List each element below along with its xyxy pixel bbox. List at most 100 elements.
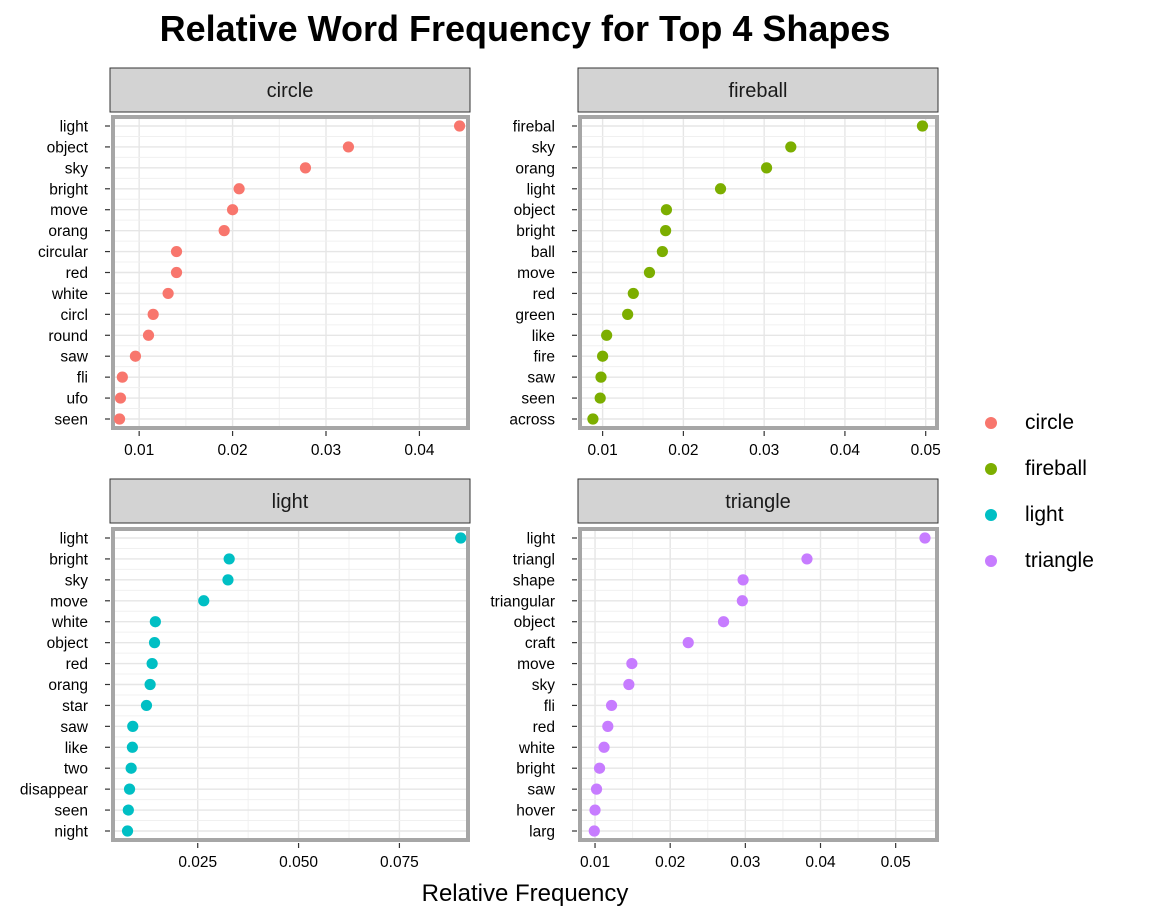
y-tick-label: red <box>66 265 88 282</box>
x-tick-label: 0.03 <box>311 442 341 459</box>
legend-item-fireball: fireball <box>985 446 1094 492</box>
facet-strip-circle <box>109 67 471 113</box>
x-tick-label: 0.01 <box>124 442 154 459</box>
facet-strip-label: fireball <box>729 80 788 102</box>
facet-panel-circle: circle light object sky bright move orang circu… <box>38 67 471 459</box>
y-tick-label: sky <box>532 677 556 694</box>
data-point-triangle-larg <box>588 825 600 837</box>
data-point-fireball-across <box>587 413 599 425</box>
x-tick-label: 0.04 <box>805 854 836 871</box>
panel-border <box>111 115 470 430</box>
data-point-triangle-bright <box>593 762 606 774</box>
data-point-light-white <box>149 616 161 628</box>
data-point-triangle-red <box>602 720 614 732</box>
data-point-triangle-white <box>598 741 610 753</box>
data-point-light-star <box>140 699 153 712</box>
data-point-triangle-fli <box>605 699 618 712</box>
y-tick-label: light <box>60 119 89 136</box>
y-tick-label: star <box>62 698 88 715</box>
data-point-fireball-fire <box>597 350 609 362</box>
facet-strip-label: circle <box>267 80 314 102</box>
chart-title: Relative Word Frequency for Top 4 Shapes <box>159 8 891 49</box>
data-point-light-red <box>146 657 158 670</box>
y-tick-label: two <box>64 761 88 778</box>
x-axis-label: Relative Frequency <box>421 880 629 907</box>
y-tick-label: bright <box>516 761 555 778</box>
data-point-light-two <box>125 762 137 774</box>
y-tick-label: sky <box>65 160 89 177</box>
facet-panel-fireball: fireballfirebalskyoranglightobjectbright… <box>509 67 941 459</box>
data-point-triangle-hover <box>589 804 601 816</box>
data-point-fireball-green <box>622 308 634 320</box>
data-point-fireball-red <box>627 287 639 300</box>
data-point-fireball-saw <box>595 371 607 383</box>
data-point-circle-sky <box>299 162 312 174</box>
data-point-fireball-firebal <box>916 120 929 132</box>
y-tick-label: circl <box>60 307 88 324</box>
data-point-light-light <box>455 532 467 544</box>
y-tick-label: light <box>527 531 556 548</box>
data-point-fireball-like <box>601 329 613 341</box>
data-point-circle-light <box>453 120 466 132</box>
y-tick-label: move <box>517 265 555 282</box>
data-point-light-orang <box>144 678 156 691</box>
y-tick-label: bright <box>516 223 555 240</box>
legend-item-circle: circle <box>985 400 1094 446</box>
data-point-light-seen <box>122 804 134 816</box>
facet-strip-fireball <box>577 67 939 113</box>
x-tick-label: 0.025 <box>178 854 217 871</box>
y-tick-label: light <box>60 531 89 548</box>
panel-border <box>111 527 470 842</box>
y-tick-label: triangl <box>513 551 555 568</box>
y-tick-label: shape <box>513 572 555 589</box>
y-tick-label: seen <box>521 391 555 408</box>
data-point-fireball-seen <box>594 392 606 404</box>
y-tick-label: light <box>527 181 556 198</box>
y-tick-label: green <box>515 307 555 324</box>
y-tick-label: craft <box>525 635 556 652</box>
y-tick-label: red <box>66 656 88 673</box>
data-point-circle-white <box>162 287 174 300</box>
data-point-fireball-ball <box>656 245 668 258</box>
x-tick-label: 0.075 <box>380 854 419 871</box>
data-point-circle-circular <box>170 245 183 258</box>
y-tick-label: move <box>517 656 555 673</box>
data-point-triangle-triangular <box>736 595 748 607</box>
legend-label: light <box>1025 503 1064 526</box>
y-tick-label: triangular <box>490 593 555 610</box>
x-tick-label: 0.02 <box>655 854 685 871</box>
y-tick-label: bright <box>49 181 88 198</box>
data-point-circle-ufo <box>114 392 127 404</box>
y-tick-label: saw <box>527 782 555 799</box>
data-point-circle-object <box>342 141 355 153</box>
legend-label: fireball <box>1025 457 1087 480</box>
data-point-circle-red <box>170 266 183 279</box>
y-tick-label: orang <box>48 677 88 694</box>
y-tick-label: saw <box>60 719 88 736</box>
y-tick-label: object <box>514 614 556 631</box>
data-point-circle-seen <box>113 413 126 425</box>
y-tick-label: like <box>65 740 88 757</box>
x-tick-label: 0.02 <box>668 442 698 459</box>
x-tick-label: 0.04 <box>830 442 861 459</box>
y-tick-label: orang <box>48 223 88 240</box>
data-point-light-object <box>148 637 161 649</box>
legend-marker <box>985 509 997 521</box>
y-tick-label: object <box>514 202 556 219</box>
legend-marker <box>985 417 997 429</box>
legend-marker <box>985 463 997 475</box>
data-point-fireball-move <box>643 266 656 279</box>
y-tick-label: ball <box>531 244 555 261</box>
facet-strip-label: triangle <box>725 491 791 513</box>
y-tick-label: saw <box>60 349 88 366</box>
data-point-triangle-sky <box>623 678 635 691</box>
data-point-circle-move <box>226 204 239 216</box>
data-point-fireball-bright <box>660 225 672 237</box>
y-tick-label: saw <box>527 370 555 387</box>
data-point-triangle-move <box>626 657 638 670</box>
data-point-triangle-triangl <box>801 553 813 565</box>
y-tick-label: sky <box>532 139 556 156</box>
facet-strip-triangle <box>577 478 939 524</box>
x-tick-label: 0.03 <box>730 854 760 871</box>
